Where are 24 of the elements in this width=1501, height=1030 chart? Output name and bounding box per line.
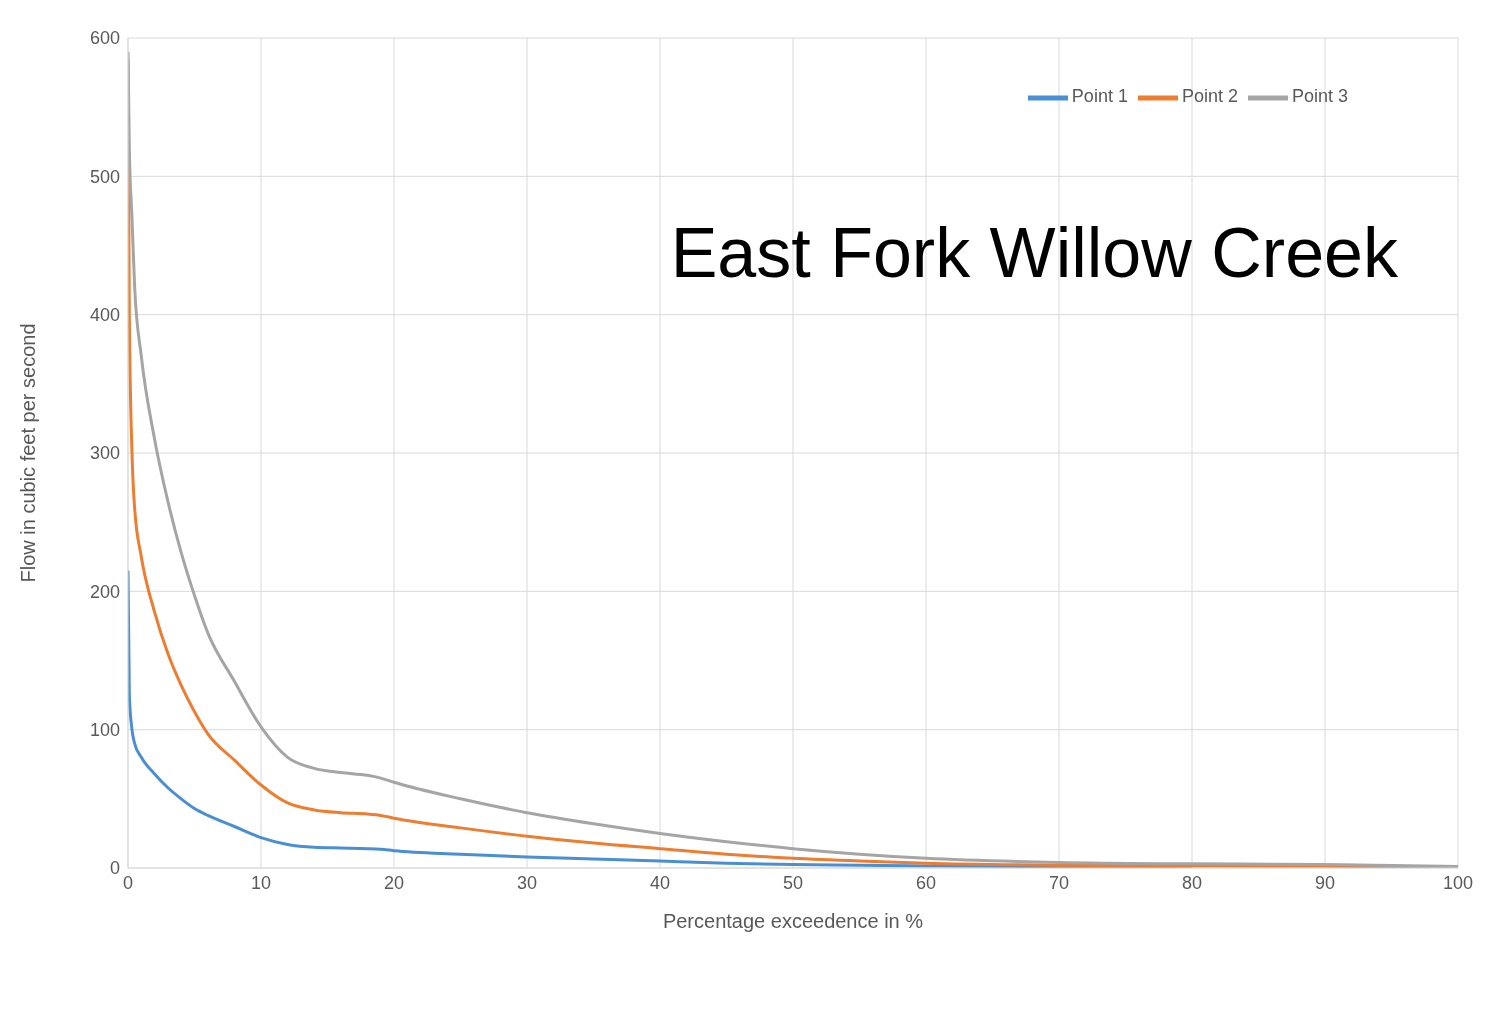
y-axis-title: Flow in cubic feet per second <box>17 323 40 583</box>
x-tick-label: 0 <box>122 872 134 893</box>
x-tick-label: 10 <box>250 872 272 893</box>
x-tick-label: 20 <box>383 872 405 893</box>
legend-label: Point 1 <box>1071 86 1128 107</box>
x-tick-label: 60 <box>915 872 937 893</box>
legend-label: Point 3 <box>1291 86 1348 107</box>
x-tick-label: 50 <box>782 872 804 893</box>
y-tick-label: 500 <box>89 166 120 187</box>
y-tick-label: 600 <box>89 28 120 49</box>
x-tick-label: 90 <box>1314 872 1336 893</box>
y-tick-label: 200 <box>89 581 120 602</box>
x-tick-label: 80 <box>1181 872 1203 893</box>
y-tick-label: 0 <box>109 858 120 879</box>
y-tick-label: 300 <box>89 443 120 464</box>
y-tick-label: 400 <box>89 305 120 326</box>
x-tick-label: 40 <box>649 872 671 893</box>
legend-label: Point 2 <box>1181 86 1238 107</box>
x-tick-label: 30 <box>516 872 538 893</box>
text: East Fork Willow Creek <box>670 213 1398 293</box>
x-tick-label: 70 <box>1048 872 1070 893</box>
y-tick-label: 100 <box>89 720 120 741</box>
x-axis-title: Percentage exceedence in % <box>662 910 924 932</box>
x-tick-label: 100 <box>1442 872 1474 893</box>
